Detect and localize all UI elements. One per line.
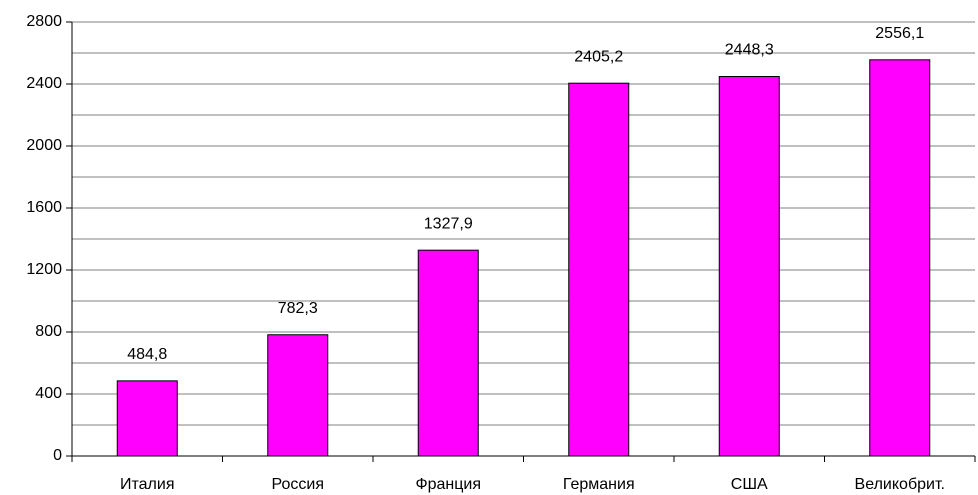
bar: [417, 249, 479, 457]
y-tick-label: 1600: [26, 199, 62, 216]
data-label: 2556,1: [875, 25, 924, 42]
data-label: 2448,3: [725, 42, 774, 59]
x-tick-label: Италия: [120, 476, 174, 493]
x-tick-label: Россия: [272, 476, 324, 493]
bar: [718, 76, 780, 457]
data-label: 1327,9: [424, 215, 473, 232]
y-tick-label: 2000: [26, 137, 62, 154]
x-tick-label: Великобрит.: [855, 476, 945, 493]
y-tick-label: 800: [35, 323, 62, 340]
data-label: 2405,2: [574, 48, 623, 65]
bar: [568, 82, 630, 457]
x-tick-label: Германия: [563, 476, 635, 493]
x-tick-label: США: [731, 476, 768, 493]
data-label: 484,8: [127, 346, 167, 363]
y-tick-label: 2800: [26, 13, 62, 30]
data-label: 782,3: [278, 300, 318, 317]
bar: [869, 59, 931, 457]
bar: [116, 380, 178, 457]
x-tick-label: Франция: [415, 476, 481, 493]
y-tick-label: 1200: [26, 261, 62, 278]
bar: [267, 334, 329, 457]
y-tick-label: 2400: [26, 75, 62, 92]
y-tick-label: 400: [35, 385, 62, 402]
y-tick-label: 0: [53, 447, 62, 464]
